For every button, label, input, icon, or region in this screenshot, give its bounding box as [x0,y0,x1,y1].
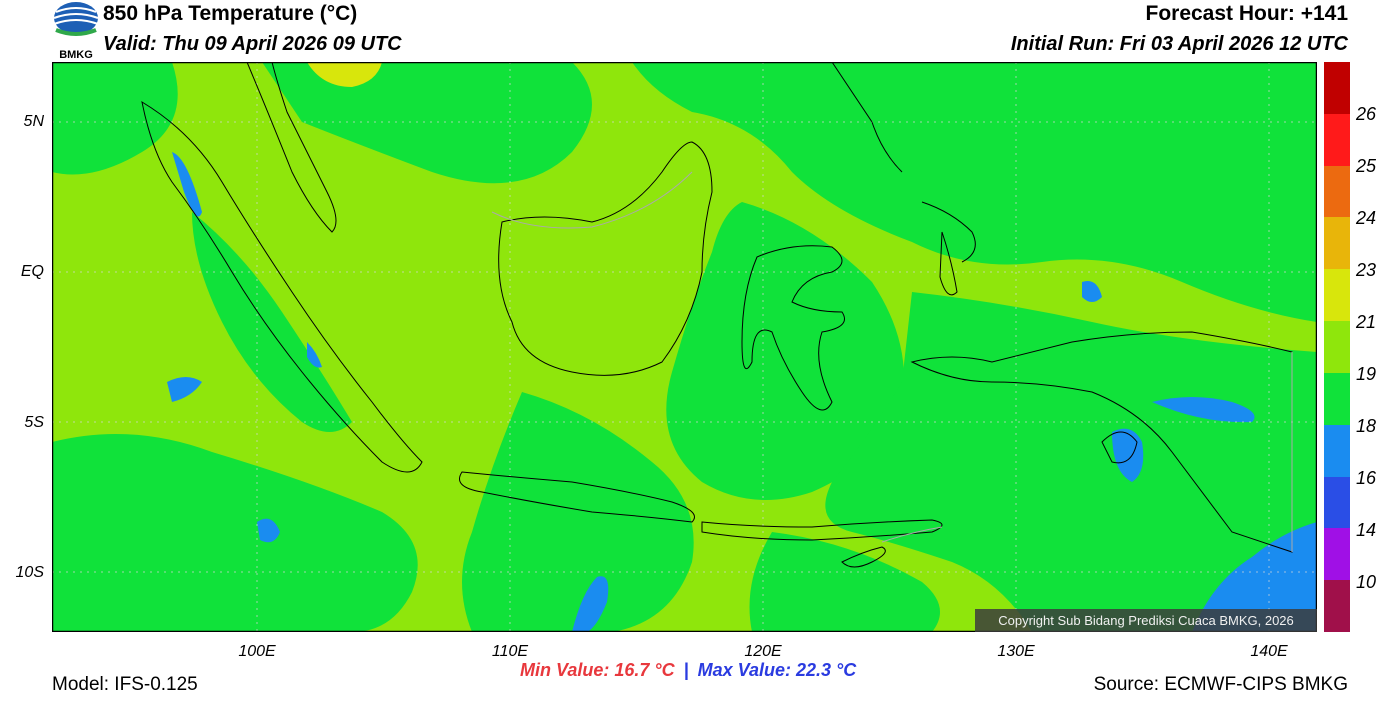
valid-time: Valid: Thu 09 April 2026 09 UTC [103,33,402,55]
min-value: Min Value: 16.7 °C [520,660,675,680]
colorbar-label-18: 18 [1356,416,1377,436]
model-name: Model: IFS-0.125 [52,674,198,695]
min-max-separator: | [683,660,689,680]
colorbar-segment [1324,580,1350,632]
colorbar-segment [1324,321,1350,373]
colorbar-segment [1324,113,1350,166]
forecast-hour: Forecast Hour: +141 [1145,2,1349,25]
lon-label-100e: 100E [238,643,276,660]
colorbar-segment [1324,476,1350,529]
lon-label-140e: 140E [1250,643,1288,660]
colorbar-segment [1324,62,1350,114]
colorbar-label-19: 19 [1356,364,1377,384]
lat-label-5s: 5S [24,414,44,431]
colorbar-label-14: 14 [1356,520,1377,540]
max-value: Max Value: 22.3 °C [697,660,857,680]
colorbar-label-23: 23 [1356,260,1377,280]
colorbar-segment [1324,269,1350,322]
colorbar-label-21: 21 [1356,312,1377,332]
colorbar-label-10: 10 [1356,572,1377,592]
copyright-notice: Copyright Sub Bidang Prediksi Cuaca BMKG… [975,609,1317,632]
colorbar-label-25: 25 [1356,156,1377,176]
colorbar-segment [1324,372,1350,425]
colorbar-segment [1324,528,1350,581]
colorbar-segment [1324,217,1350,270]
map-title: 850 hPa Temperature (°C) [103,2,358,25]
colorbar-label-26: 26 [1356,104,1377,124]
colorbar-segment [1324,424,1350,477]
lon-label-120e: 120E [744,643,782,660]
lon-label-110e: 110E [491,643,529,660]
data-source: Source: ECMWF-CIPS BMKG [1093,674,1348,695]
initial-run: Initial Run: Fri 03 April 2026 12 UTC [1010,33,1348,55]
lon-label-130e: 130E [997,643,1035,660]
lat-label-eq: EQ [20,263,44,280]
colorbar-segment [1324,165,1350,218]
temperature-map [52,62,1317,632]
colorbar-label-24: 24 [1356,208,1377,228]
temperature-colorbar [1324,62,1350,632]
lat-label-10s: 10S [15,564,44,581]
bmkg-logo: BMKG [52,0,100,61]
colorbar-label-16: 16 [1356,468,1377,488]
lat-label-5n: 5N [23,113,44,130]
svg-text:BMKG: BMKG [59,49,93,60]
min-max-values: Min Value: 16.7 °C | Max Value: 22.3 °C [520,660,856,681]
